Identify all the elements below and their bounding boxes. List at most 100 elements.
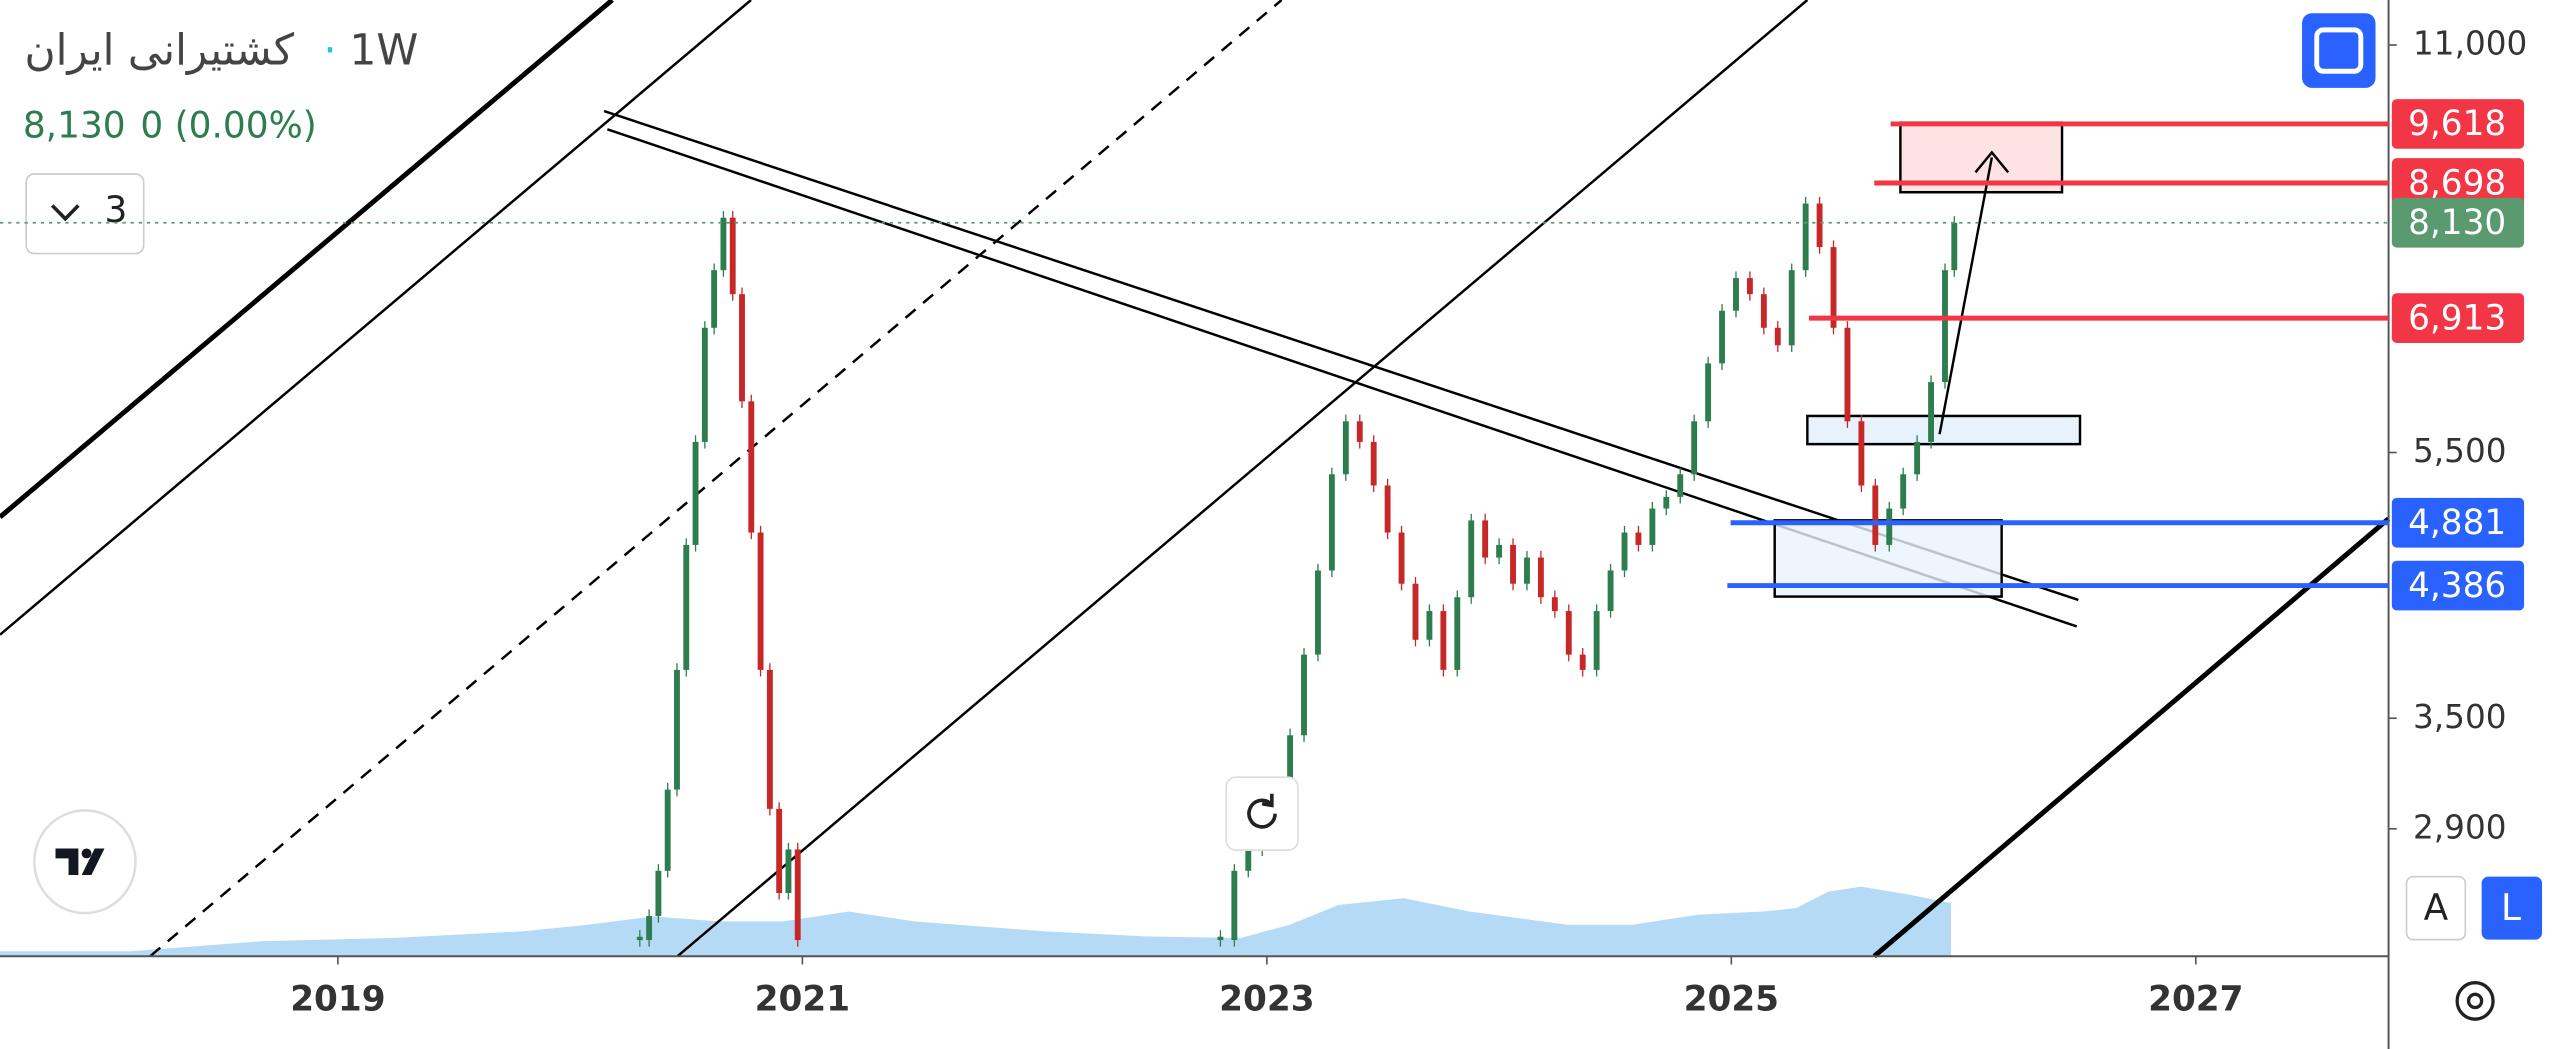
candle-body <box>1524 557 1530 584</box>
x-tick-label: 2023 <box>1219 979 1314 1019</box>
candle-body <box>655 870 662 917</box>
candle-body <box>1872 485 1879 545</box>
level-tag <box>2391 560 2525 611</box>
reset-icon <box>1247 798 1277 829</box>
log-scale-button[interactable]: L <box>2481 876 2543 940</box>
level-label: 4,386 <box>2408 566 2506 606</box>
candle-body <box>1677 474 1684 497</box>
settings-icon[interactable] <box>2455 981 2495 1021</box>
y-tick-label: 3,500 <box>2413 697 2506 736</box>
candle-body <box>1719 310 1725 364</box>
reset-bg[interactable] <box>1225 776 1299 851</box>
candle-body <box>636 936 643 941</box>
candle-body <box>1746 278 1753 295</box>
channel-line <box>0 0 614 519</box>
candle-body <box>1635 532 1642 545</box>
candle-body <box>720 217 727 271</box>
candle-body <box>748 401 755 533</box>
candle-body <box>1663 496 1670 509</box>
candle-body <box>757 532 764 670</box>
candle-body <box>1496 544 1503 558</box>
candle-body <box>1593 611 1600 670</box>
candle-body <box>1928 382 1935 442</box>
x-tick-label: 2027 <box>2148 979 2243 1019</box>
logo-mark <box>55 848 105 875</box>
candle-body <box>776 808 783 893</box>
button-icon <box>2314 27 2364 74</box>
candle-body <box>1454 597 1461 670</box>
logo-circle[interactable] <box>33 809 137 915</box>
candle-body <box>1914 441 1921 475</box>
candle-body <box>766 669 773 809</box>
settings-button[interactable] <box>2455 981 2495 1021</box>
candle-body <box>1951 222 1958 271</box>
candle-body <box>1774 327 1781 346</box>
fullscreen-button[interactable] <box>2302 13 2376 88</box>
candle-body <box>1816 203 1823 248</box>
candle-body <box>646 916 653 941</box>
trend-line <box>603 109 2079 602</box>
candle-body <box>1733 278 1739 311</box>
candle-body <box>1398 532 1405 584</box>
candle-body <box>711 270 718 328</box>
candle-body <box>1942 270 1948 383</box>
indicator-count: 3 <box>104 188 127 231</box>
x-tick-label: 2019 <box>290 979 385 1019</box>
auto-scale-button[interactable]: A <box>2405 875 2467 941</box>
candle-body <box>1384 485 1391 533</box>
indicators-toggle[interactable]: 3 <box>25 173 145 255</box>
candle-body <box>674 669 680 790</box>
candle-body <box>664 789 671 871</box>
reset-button[interactable] <box>1225 776 1299 851</box>
level-label: 9,618 <box>2408 104 2506 144</box>
button-label: L <box>2501 886 2521 929</box>
button-bg[interactable] <box>2481 876 2543 940</box>
candle-body <box>1830 247 1837 328</box>
x-tick-label: 2025 <box>1684 979 1779 1019</box>
candle-body <box>1510 544 1516 584</box>
candle-body <box>1858 421 1865 486</box>
arrow-head <box>1974 150 2010 174</box>
channel-line <box>676 0 1809 958</box>
level-tag <box>2391 99 2525 149</box>
logo[interactable] <box>33 809 137 915</box>
candle-body <box>1328 474 1335 571</box>
button-label: A <box>2424 886 2449 929</box>
candle-body <box>683 544 690 670</box>
candle-body <box>1468 520 1475 598</box>
button-bg[interactable] <box>2302 13 2376 88</box>
arrow <box>1938 157 1994 435</box>
settings-icon <box>2466 992 2484 1010</box>
candle-body <box>1691 421 1698 475</box>
candle-body <box>1621 532 1628 571</box>
candle-body <box>1537 557 1544 598</box>
candle-body <box>1788 270 1795 346</box>
plot <box>0 0 2391 959</box>
candle-body <box>1356 421 1363 442</box>
level-tag <box>2391 293 2525 343</box>
x-tick-label: 2021 <box>755 979 850 1019</box>
candle-body <box>1607 570 1614 612</box>
candle-body <box>1900 474 1907 509</box>
candle-body <box>1440 611 1447 670</box>
candle-body <box>692 441 699 545</box>
channel-line <box>0 0 752 636</box>
toggle-box[interactable] <box>25 173 145 255</box>
candle-body <box>701 327 708 442</box>
candle-body <box>1287 735 1294 809</box>
candle-body <box>785 849 792 893</box>
y-tick-label: 5,500 <box>2413 431 2506 470</box>
price-change: 0 (0.00%) <box>140 103 316 146</box>
button-bg[interactable] <box>2405 875 2467 941</box>
level-label: 6,913 <box>2408 298 2506 338</box>
candle-body <box>1217 936 1224 941</box>
candle-body <box>1245 849 1252 871</box>
candle-body <box>1886 508 1893 545</box>
candle-body <box>1315 570 1321 655</box>
candle-body <box>794 849 801 941</box>
level-label: 8,130 <box>2408 203 2506 243</box>
volume-area <box>0 886 1952 957</box>
candle-body <box>1802 203 1809 271</box>
y-tick-label: 2,900 <box>2413 807 2506 846</box>
